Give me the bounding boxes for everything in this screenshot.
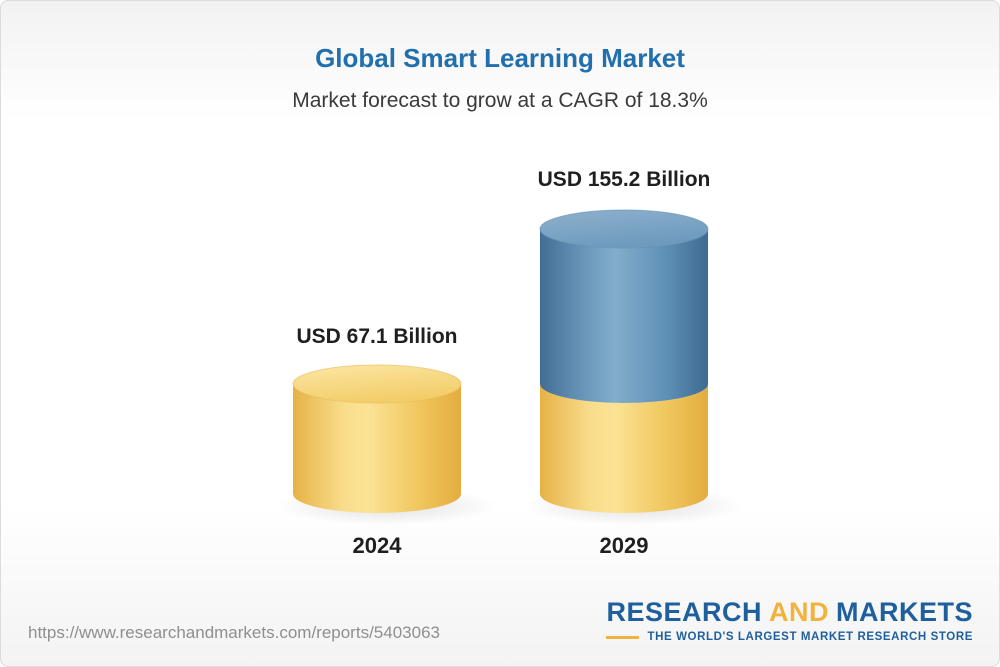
logo-tagline-dash [606, 635, 639, 639]
value-label-2029: USD 155.2 Billion [537, 168, 711, 191]
value-label-2024: USD 67.1 Billion [296, 325, 458, 348]
logo-tagline: THE WORLD'S LARGEST MARKET RESEARCH STOR… [647, 631, 973, 643]
logo-wordmark: RESEARCH AND MARKETS [606, 597, 973, 628]
x-axis-label-2029: 2029 [599, 533, 649, 558]
chart-title: Global Smart Learning Market [315, 43, 685, 73]
x-axis-label-2024: 2024 [352, 533, 402, 558]
logo-word-and: AND [769, 597, 829, 627]
logo-word-research: RESEARCH [606, 597, 762, 627]
logo-word-markets: MARKETS [836, 597, 973, 627]
chart-subtitle: Market forecast to grow at a CAGR of 18.… [292, 89, 708, 112]
researchandmarkets-logo: RESEARCH AND MARKETS THE WORLD'S LARGEST M… [606, 597, 973, 643]
source-url: https://www.researchandmarkets.com/repor… [28, 623, 440, 642]
bar-2024-cylinder [292, 364, 462, 513]
bar-2029-cylinder [539, 209, 709, 513]
logo-tagline-row: THE WORLD'S LARGEST MARKET RESEARCH STOR… [606, 631, 973, 643]
